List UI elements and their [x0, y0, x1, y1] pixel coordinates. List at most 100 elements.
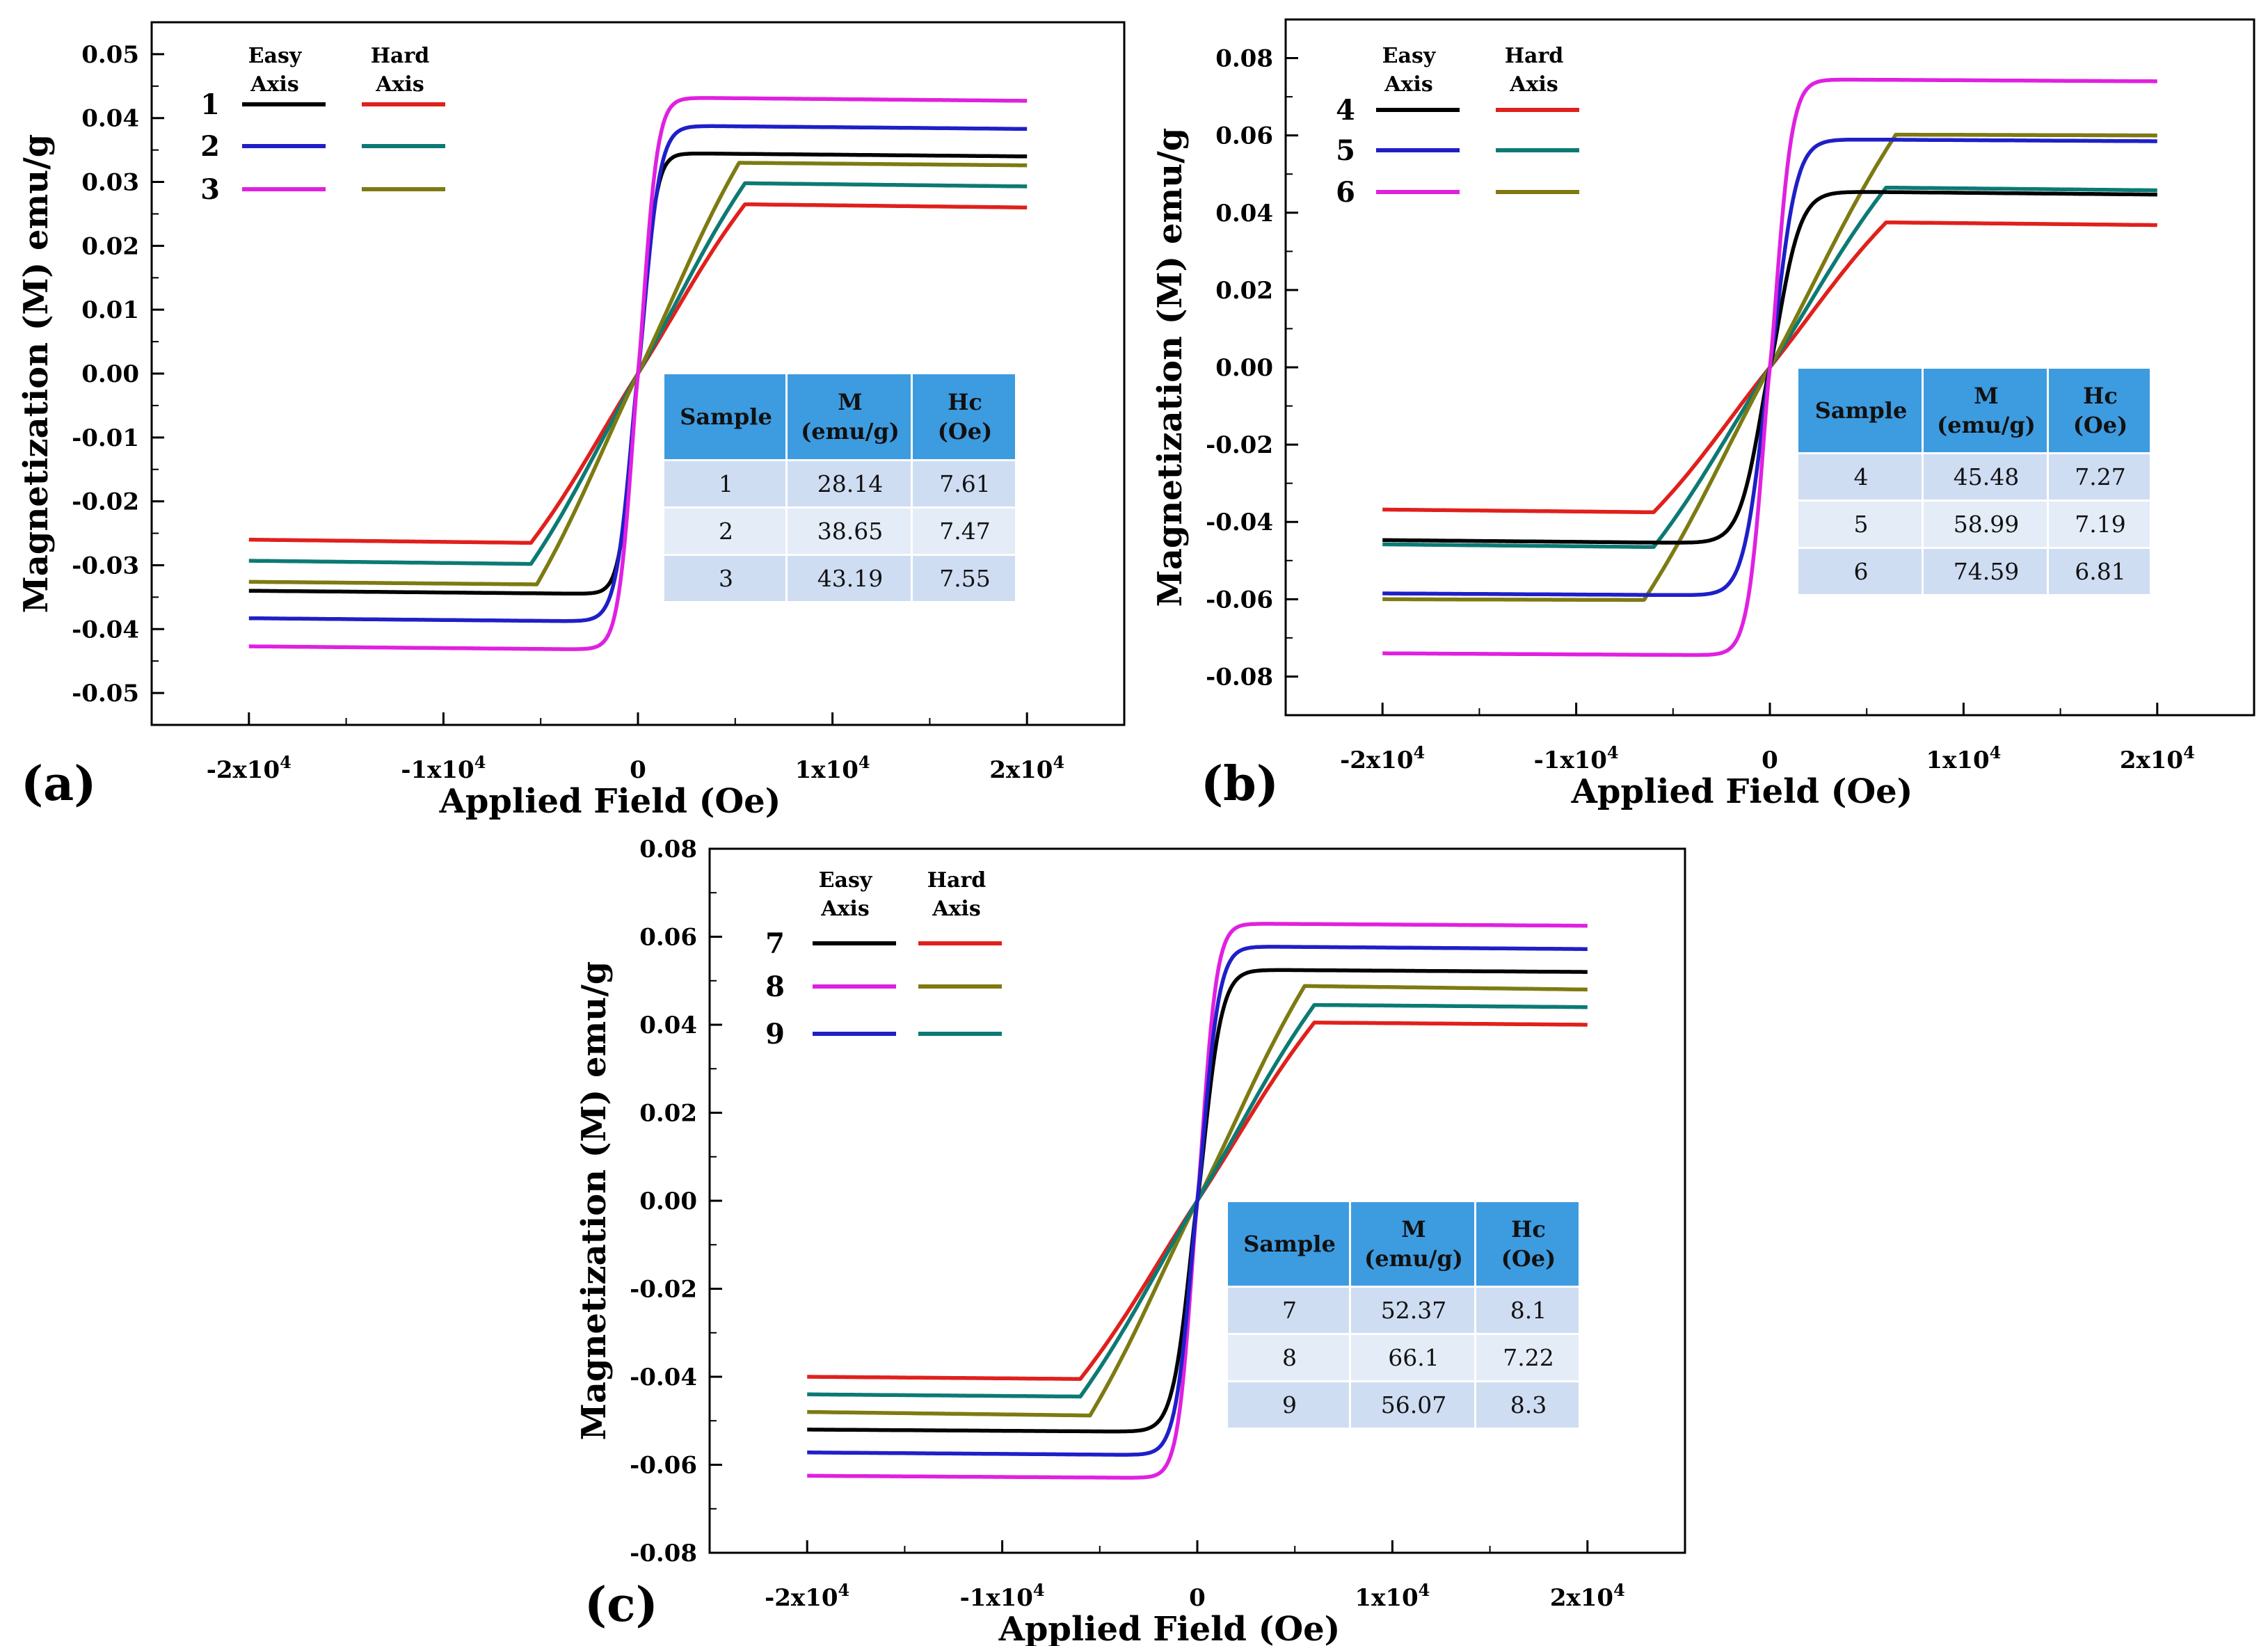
panel-label: (c) [584, 1577, 658, 1633]
table-cell [2049, 454, 2150, 500]
y-tick-label: -0.04 [1206, 509, 1273, 536]
table-cell [913, 509, 1015, 554]
x-tick-label: -2x104 [765, 1580, 849, 1612]
table-header-cell [913, 374, 1015, 459]
table-header-text: (Oe) [1501, 1245, 1556, 1272]
table-cell-text: 56.07 [1381, 1391, 1446, 1419]
legend-hard-header: Axis [1509, 72, 1558, 97]
table-cell-text: 52.37 [1381, 1297, 1446, 1324]
x-axis-label: Applied Field (Oe) [998, 1610, 1341, 1646]
tick-exponent: 4 [1033, 1580, 1045, 1600]
y-tick-label: 0.06 [1215, 122, 1273, 150]
table-header-cell [1924, 369, 2047, 452]
y-tick-label: 0.03 [81, 169, 139, 197]
table-cell [1924, 454, 2047, 500]
table-cell [1228, 1382, 1349, 1428]
table-header-text: Sample [680, 403, 772, 430]
tick-exponent: 4 [1053, 752, 1064, 772]
table-cell-text: 7.27 [2075, 463, 2125, 490]
table-cell-text: 9 [1282, 1391, 1297, 1419]
table-cell [664, 461, 785, 506]
y-tick-label: -0.04 [72, 616, 139, 644]
table-header-text: (emu/g) [1937, 412, 2036, 438]
table-header-text: Sample [1243, 1231, 1336, 1257]
table-cell [664, 556, 785, 601]
y-tick-label: -0.05 [72, 680, 139, 708]
table-cell [1351, 1335, 1474, 1380]
table-header-text: Hc [1511, 1216, 1546, 1243]
table-header-text: (emu/g) [801, 418, 900, 445]
table-header-cell [664, 374, 785, 459]
table-cell-text: 8.1 [1510, 1297, 1547, 1324]
table-header-text: Hc [948, 389, 982, 415]
table-header-text: M [1974, 383, 1998, 409]
y-tick-label: 0.01 [81, 296, 139, 324]
y-tick-label: 0.02 [639, 1100, 697, 1128]
legend-sample-label: 6 [1336, 176, 1355, 209]
x-tick-label: 0 [1189, 1584, 1206, 1612]
table-header-cell [1798, 369, 1922, 452]
chart-panel-2: -0.08 -0.06 -0.04 -0.02 0.00 0.02 0.04 0.06 0.08… [1151, 18, 2255, 812]
legend-sample-label: 5 [1336, 134, 1355, 167]
tick-exponent: 4 [1419, 1580, 1430, 1600]
table-cell-text: 3 [719, 565, 733, 592]
table-cell [913, 556, 1015, 601]
series-line-3-easy-axis [248, 96, 1028, 651]
y-tick-label: -0.08 [1206, 663, 1273, 691]
series-line-9-easy-axis [807, 945, 1588, 1457]
series-line-6-easy-axis [1382, 77, 2157, 657]
x-tick-label: 1x104 [1926, 742, 2001, 774]
x-tick-label: -1x104 [1534, 742, 1619, 774]
y-tick-label: 0.04 [1215, 200, 1273, 227]
table-header-text: M [1401, 1216, 1426, 1243]
x-axis-label: Applied Field (Oe) [1571, 772, 1913, 811]
y-tick-label: -0.06 [1206, 586, 1273, 614]
inset-table: Sample M(emu/g) Hc(Oe) 7 52.37 8.1 8 66.1 7.22 9 5… [1228, 1202, 1579, 1428]
table-cell-text: 2 [719, 518, 733, 545]
table-cell-text: 8.3 [1510, 1391, 1547, 1419]
table-header-cell [1228, 1202, 1349, 1286]
table-cell [664, 509, 785, 554]
legend-hard-header: Axis [375, 72, 424, 97]
legend-sample-label: 7 [765, 927, 785, 960]
table-cell-text: 5 [1854, 511, 1869, 538]
inset-table: Sample M (emu/g) Hc (Oe) 4 45.48 7.27 5 58.99 7.19… [1798, 369, 2150, 594]
table-cell [1798, 549, 1922, 594]
y-tick-label: -0.08 [630, 1540, 697, 1567]
inset-table: Sample M (emu/g) Hc (Oe) 1 28.14 7.61 2 38.65 7.47… [664, 374, 1015, 601]
table-cell [1476, 1335, 1579, 1380]
legend-sample-label: 2 [200, 130, 220, 163]
tick-exponent: 4 [838, 1580, 850, 1600]
y-tick-label: 0.04 [81, 105, 139, 133]
panel-label: (b) [1201, 756, 1279, 812]
tick-exponent: 4 [2183, 742, 2195, 762]
legend-easy-header: Axis [250, 72, 298, 97]
chart-panel-1: -0.05 -0.04 -0.03 -0.02 -0.01 0.00 0.01 0.02 0.0… [17, 21, 1126, 821]
table-cell-text: 74.59 [1954, 558, 2019, 585]
table-cell [2049, 502, 2150, 547]
table-cell [1476, 1288, 1579, 1333]
table-cell [788, 509, 911, 554]
y-tick-label: -0.06 [630, 1452, 697, 1480]
tick-exponent: 4 [474, 752, 486, 772]
y-tick-label: 0.00 [639, 1188, 697, 1215]
table-cell-text: 8 [1282, 1344, 1297, 1371]
tick-exponent: 4 [1607, 742, 1619, 762]
table-cell [1228, 1288, 1349, 1333]
y-tick-label: 0.00 [1215, 354, 1273, 382]
table-header-text: Sample [1815, 397, 1908, 424]
table-cell [1924, 502, 2047, 547]
legend-easy-header: Easy [248, 44, 303, 68]
table-header-cell [1476, 1202, 1579, 1286]
y-tick-label: 0.02 [81, 232, 139, 260]
table-cell [913, 461, 1015, 506]
table-header-text: Hc [2083, 383, 2118, 409]
y-axis-label: Magnetization (M) emu/g [17, 134, 56, 614]
table-cell-text: 6.81 [2075, 558, 2125, 585]
table-cell-text: 7.61 [939, 470, 990, 497]
legend-easy-header: Axis [1384, 72, 1432, 97]
table-cell-text: 38.65 [817, 518, 883, 545]
x-tick-label: -1x104 [401, 752, 486, 784]
y-tick-label: 0.08 [1215, 45, 1273, 73]
y-tick-label: 0.04 [639, 1012, 697, 1039]
